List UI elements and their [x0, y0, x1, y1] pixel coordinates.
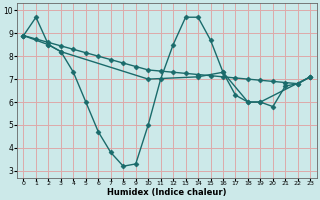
X-axis label: Humidex (Indice chaleur): Humidex (Indice chaleur): [107, 188, 227, 197]
